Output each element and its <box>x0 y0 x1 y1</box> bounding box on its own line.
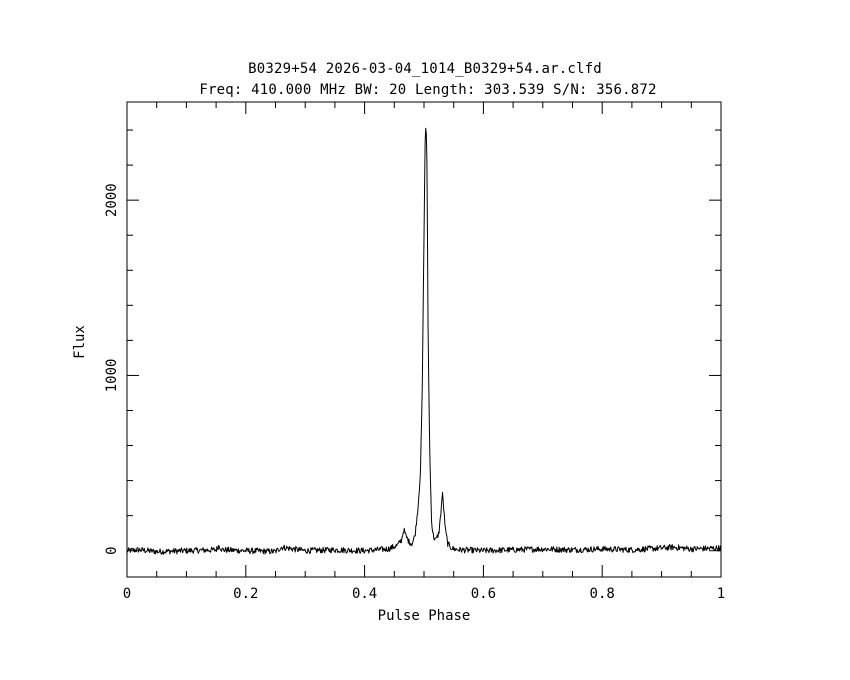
x-tick-label: 0.2 <box>233 586 258 602</box>
chart-subtitle: Freq: 410.000 MHz BW: 20 Length: 303.539… <box>199 82 656 98</box>
chart-title: B0329+54 2026-03-04_1014_B0329+54.ar.clf… <box>248 61 602 77</box>
plot-frame <box>126 101 722 578</box>
y-axis-label: Flux <box>72 325 88 359</box>
x-axis-label: Pulse Phase <box>378 608 471 624</box>
y-axis-ticks: 0 1000 2000 <box>104 129 721 555</box>
profile-line-group <box>126 127 722 555</box>
x-tick-label: 0 <box>123 586 131 602</box>
pulse-profile-line <box>126 127 722 555</box>
x-tick-label: 0.8 <box>590 586 615 602</box>
y-tick-label: 0 <box>104 546 120 554</box>
x-tick-label: 0.6 <box>471 586 496 602</box>
x-tick-label: 1 <box>717 586 725 602</box>
x-tick-label: 0.4 <box>352 586 377 602</box>
y-tick-label: 1000 <box>104 359 120 393</box>
y-tick-label: 2000 <box>104 183 120 217</box>
x-axis-ticks: 0 0.2 0.4 0.6 0.8 1 <box>123 102 725 602</box>
